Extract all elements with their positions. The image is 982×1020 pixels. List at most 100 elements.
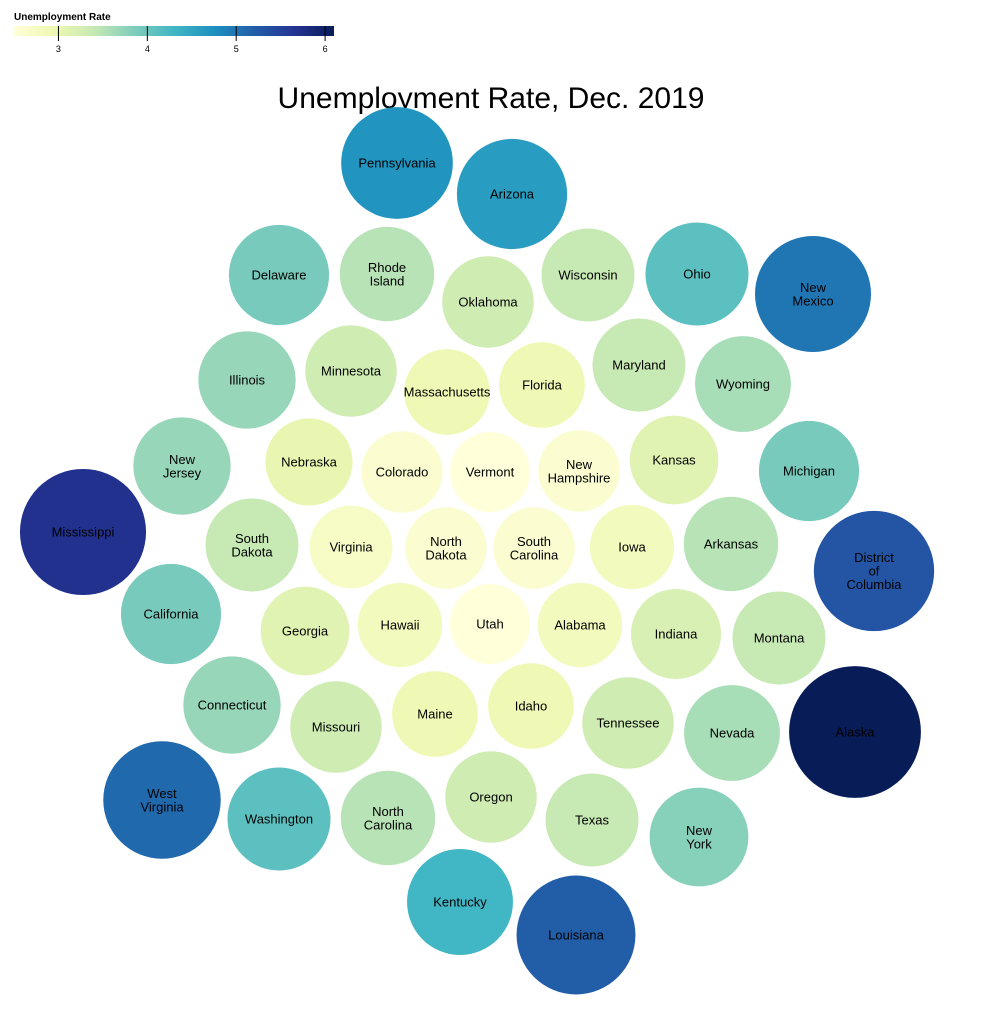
bubble-circle[interactable] [758,420,860,522]
bubble-circle[interactable] [695,336,791,432]
bubble-south-carolina[interactable]: South Carolina [493,507,575,589]
bubble-circle[interactable] [789,666,921,798]
bubble-circle[interactable] [516,875,636,995]
bubble-virginia[interactable]: Virginia [309,505,393,589]
bubble-circle[interactable] [404,349,490,435]
bubble-circle[interactable] [537,582,623,668]
bubble-washington[interactable]: Washington [227,767,331,871]
bubble-circle[interactable] [227,767,331,871]
bubble-circle[interactable] [19,468,147,596]
bubble-circle[interactable] [456,138,568,250]
bubble-circle[interactable] [684,685,780,781]
bubble-north-dakota[interactable]: North Dakota [405,507,487,589]
bubble-circle[interactable] [645,222,749,326]
bubble-oregon[interactable]: Oregon [445,751,537,843]
bubble-louisiana[interactable]: Louisiana [516,875,636,995]
bubble-new-jersey[interactable]: New Jersey [133,417,231,515]
bubble-texas[interactable]: Texas [545,773,639,867]
bubble-wyoming[interactable]: Wyoming [695,336,791,432]
bubble-rhode-island[interactable]: Rhode Island [339,226,435,322]
bubble-circle[interactable] [488,663,574,749]
bubble-circle[interactable] [450,432,530,512]
bubble-connecticut[interactable]: Connecticut [183,656,281,754]
bubble-south-dakota[interactable]: South Dakota [205,498,299,592]
bubble-maryland[interactable]: Maryland [592,318,686,412]
bubble-circle[interactable] [305,325,397,417]
bubble-circle[interactable] [442,256,534,348]
bubble-hawaii[interactable]: Hawaii [357,582,443,668]
bubble-circle[interactable] [407,849,513,955]
bubble-kentucky[interactable]: Kentucky [407,849,513,955]
bubble-circle[interactable] [592,318,686,412]
bubble-circle[interactable] [649,787,749,887]
bubble-new-mexico[interactable]: New Mexico [755,236,871,352]
bubble-nevada[interactable]: Nevada [684,685,780,781]
bubble-nebraska[interactable]: Nebraska [265,418,353,506]
bubble-circle[interactable] [260,586,350,676]
bubble-missouri[interactable]: Missouri [290,681,382,773]
bubble-north-carolina[interactable]: North Carolina [340,770,436,866]
bubble-colorado[interactable]: Colorado [361,431,443,513]
bubble-utah[interactable]: Utah [450,584,530,664]
bubble-tennessee[interactable]: Tennessee [582,677,674,769]
bubble-delaware[interactable]: Delaware [228,224,330,326]
bubble-circle[interactable] [103,741,221,859]
bubble-circle[interactable] [538,430,620,512]
bubble-maine[interactable]: Maine [392,671,478,757]
bubble-circle[interactable] [341,107,453,219]
bubble-montana[interactable]: Montana [732,591,826,685]
bubble-ohio[interactable]: Ohio [645,222,749,326]
bubble-kansas[interactable]: Kansas [629,415,719,505]
bubble-arizona[interactable]: Arizona [456,138,568,250]
bubble-circle[interactable] [340,770,436,866]
bubble-circle[interactable] [813,510,935,632]
bubble-indiana[interactable]: Indiana [630,588,722,680]
bubble-mississippi[interactable]: Mississippi [19,468,147,596]
bubble-circle[interactable] [339,226,435,322]
bubble-iowa[interactable]: Iowa [589,504,675,590]
bubble-circle[interactable] [445,751,537,843]
bubble-circle[interactable] [357,582,443,668]
bubble-idaho[interactable]: Idaho [488,663,574,749]
bubble-circle[interactable] [405,507,487,589]
bubble-circle[interactable] [120,563,222,665]
bubble-pennsylvania[interactable]: Pennsylvania [341,107,453,219]
bubble-circle[interactable] [541,228,635,322]
bubble-massachusetts[interactable]: Massachusetts [404,349,491,435]
bubble-circle[interactable] [228,224,330,326]
bubble-new-york[interactable]: New York [649,787,749,887]
bubble-circle[interactable] [755,236,871,352]
bubble-circle[interactable] [732,591,826,685]
bubble-florida[interactable]: Florida [499,342,585,428]
bubble-illinois[interactable]: Illinois [198,331,296,429]
bubble-california[interactable]: California [120,563,222,665]
bubble-circle[interactable] [265,418,353,506]
bubble-circle[interactable] [450,584,530,664]
bubble-circle[interactable] [589,504,675,590]
bubble-minnesota[interactable]: Minnesota [305,325,397,417]
bubble-circle[interactable] [133,417,231,515]
bubble-circle[interactable] [198,331,296,429]
bubble-new-hampshire[interactable]: New Hampshire [538,430,620,512]
bubble-circle[interactable] [629,415,719,505]
bubble-circle[interactable] [499,342,585,428]
bubble-circle[interactable] [392,671,478,757]
bubble-circle[interactable] [205,498,299,592]
bubble-alabama[interactable]: Alabama [537,582,623,668]
bubble-circle[interactable] [683,496,779,592]
bubble-circle[interactable] [361,431,443,513]
bubble-vermont[interactable]: Vermont [450,432,530,512]
bubble-circle[interactable] [493,507,575,589]
bubble-district-of-columbia[interactable]: District of Columbia [813,510,935,632]
bubble-circle[interactable] [183,656,281,754]
bubble-circle[interactable] [545,773,639,867]
bubble-alaska[interactable]: Alaska [789,666,921,798]
bubble-michigan[interactable]: Michigan [758,420,860,522]
bubble-oklahoma[interactable]: Oklahoma [442,256,534,348]
bubble-arkansas[interactable]: Arkansas [683,496,779,592]
bubble-circle[interactable] [309,505,393,589]
bubble-west-virginia[interactable]: West Virginia [103,741,221,859]
bubble-wisconsin[interactable]: Wisconsin [541,228,635,322]
bubble-circle[interactable] [630,588,722,680]
bubble-georgia[interactable]: Georgia [260,586,350,676]
